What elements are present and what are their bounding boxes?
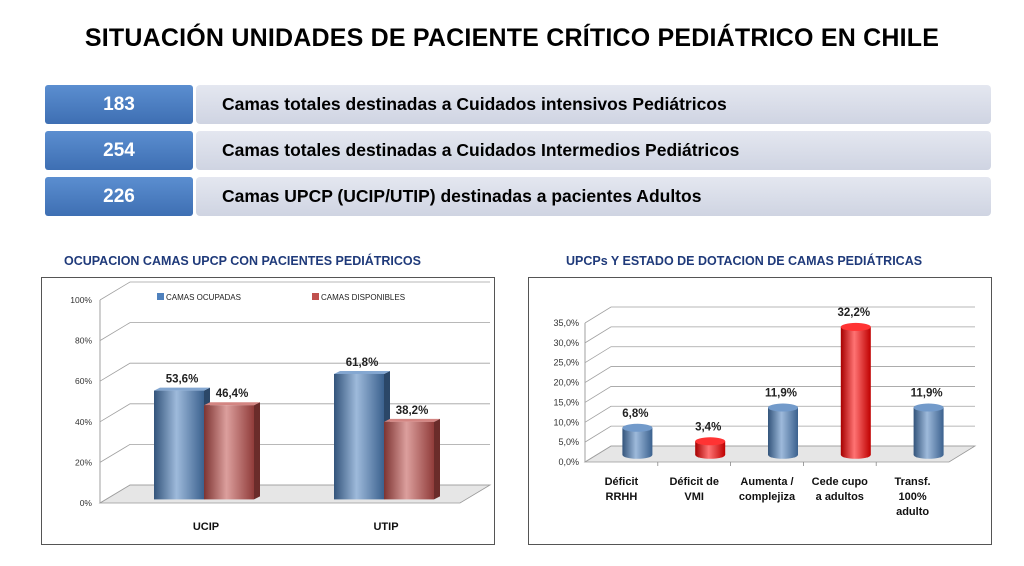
- chart2-bar-top: [768, 403, 798, 412]
- chart2-bar: [913, 407, 944, 459]
- chart2-data-label: 11,9%: [911, 388, 943, 400]
- chart1-data-label: 61,8%: [346, 357, 379, 369]
- chart1-legend-swatch: [312, 293, 319, 300]
- chart2-data-label: 32,2%: [837, 307, 870, 319]
- chart2-gridline: [584, 326, 975, 344]
- chart1-bar: [384, 421, 434, 500]
- chart1-category-label: UCIP: [193, 521, 219, 533]
- chart1-gridline: [99, 322, 490, 341]
- chart1-bar: [334, 373, 384, 500]
- chart2-ytick-label: 0,0%: [558, 457, 579, 467]
- chart2-data-label: 3,4%: [695, 421, 721, 433]
- chart1-ytick-label: 40%: [75, 417, 92, 427]
- chart2-category-label: Aumenta / complejiza: [739, 476, 796, 503]
- chart2-bar-top: [695, 437, 726, 446]
- summary-value: 226: [45, 177, 193, 216]
- chart2-category-label: Transf. 100% adulto: [895, 476, 931, 518]
- occupancy-chart: 0% 20% 40% 60% 80% 100% CAMAS OCUPADAS CAMAS DI…: [70, 281, 492, 533]
- chart2-ytick-label: 30,0%: [553, 338, 579, 348]
- chart2-ytick-label: 10,0%: [553, 417, 579, 427]
- summary-label: Camas totales destinadas a Cuidados Inte…: [196, 131, 991, 170]
- summary-value: 183: [45, 85, 193, 124]
- chart2-gridline: [584, 306, 975, 324]
- summary-row-intermediate: 254 Camas totales destinadas a Cuidados …: [45, 131, 991, 170]
- summary-value: 254: [45, 131, 193, 170]
- chart1-ytick-label: 60%: [75, 376, 92, 386]
- chart1-ytick-label: 100%: [70, 295, 92, 305]
- chart2-panel: 0,0% 5,0% 10,0% 15,0% 20,0% 25,0% 30,0% 35,0% 6,…: [528, 277, 992, 545]
- chart1-title: OCUPACION CAMAS UPCP CON PACIENTES PEDIÁ…: [64, 254, 421, 268]
- chart1-data-label: 53,6%: [166, 374, 199, 386]
- chart2-bar: [840, 326, 871, 459]
- summary-row-adults: 226 Camas UPCP (UCIP/UTIP) destinadas a …: [45, 177, 991, 216]
- chart1-legend-swatch: [157, 293, 164, 300]
- chart1-legend-label: CAMAS DISPONIBLES: [321, 293, 405, 302]
- chart2-data-label: 6,8%: [622, 408, 648, 420]
- chart1-gridline: [99, 281, 490, 301]
- chart1-ytick-label: 80%: [75, 336, 92, 346]
- chart1-bar-side: [254, 402, 260, 500]
- chart2-data-label: 11,9%: [765, 388, 797, 400]
- chart2-category-label: Cede cupo a adultos: [812, 476, 869, 503]
- chart2-bar-top: [913, 403, 944, 412]
- chart1-ytick-label: 20%: [75, 457, 92, 467]
- chart1-bar-top: [384, 418, 440, 422]
- chart2-category-label: Déficit de VMI: [669, 476, 719, 503]
- summary-label: Camas UPCP (UCIP/UTIP) destinadas a paci…: [196, 177, 991, 216]
- chart1-panel: 0% 20% 40% 60% 80% 100% CAMAS OCUPADAS CAMAS DI…: [41, 277, 495, 545]
- chart1-data-label: 38,2%: [396, 405, 429, 417]
- staffing-chart: 0,0% 5,0% 10,0% 15,0% 20,0% 25,0% 30,0% 35,0% 6,…: [553, 306, 977, 518]
- chart1-ytick-label: 0%: [80, 498, 93, 508]
- chart2-ytick-label: 5,0%: [558, 437, 579, 447]
- chart2-bar-top: [622, 423, 653, 432]
- chart2-ytick-label: 35,0%: [553, 318, 579, 328]
- chart1-bar: [154, 390, 204, 500]
- chart2-bar: [768, 407, 798, 459]
- chart2-bar: [622, 427, 653, 459]
- chart1-bar: [204, 405, 254, 500]
- chart2-bar: [695, 441, 726, 459]
- chart2-gridline: [584, 366, 975, 383]
- chart1-category-label: UTIP: [373, 521, 398, 533]
- chart1-gridline: [99, 362, 490, 382]
- chart2-ytick-label: 25,0%: [553, 358, 579, 368]
- chart1-bar-top: [204, 402, 260, 406]
- chart1-data-label: 46,4%: [216, 388, 249, 400]
- summary-row-icu: 183 Camas totales destinadas a Cuidados …: [45, 85, 991, 124]
- chart2-gridline: [584, 346, 975, 364]
- chart1-bar-top: [154, 387, 210, 391]
- chart2-ytick-label: 20,0%: [553, 378, 579, 388]
- chart1-legend-label: CAMAS OCUPADAS: [166, 293, 241, 302]
- chart1-bar-top: [334, 370, 390, 374]
- chart2-ytick-label: 15,0%: [553, 397, 579, 407]
- page-title: SITUACIÓN UNIDADES DE PACIENTE CRÍTICO P…: [84, 24, 940, 52]
- chart1-bar-side: [434, 418, 440, 500]
- chart2-category-label: Déficit RRHH: [605, 476, 639, 503]
- chart2-bar-top: [840, 322, 871, 331]
- summary-label: Camas totales destinadas a Cuidados inte…: [196, 85, 991, 124]
- chart2-title: UPCPs Y ESTADO DE DOTACION DE CAMAS PEDI…: [566, 254, 923, 268]
